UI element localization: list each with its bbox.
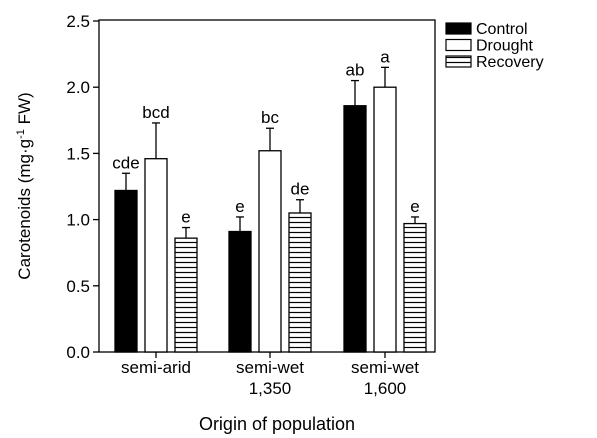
significance-label: e [410,197,419,216]
y-tick-label: 2.0 [66,78,90,97]
y-axis-title-tail: FW) [15,92,34,129]
legend-label: Recovery [476,54,544,71]
significance-label: bc [261,108,279,127]
y-axis-title-superscript: -1 [15,129,27,139]
significance-label: de [291,180,310,199]
legend-swatch-recovery [445,55,472,68]
significance-label: ab [346,61,365,80]
y-tick-label: 1.0 [66,211,90,230]
significance-label: bcd [142,103,169,122]
x-axis: semi-arid semi-wet 1,350 semi-wet 1,600 [121,352,419,398]
bar-recovery [174,237,198,353]
y-tick-label: 0.5 [66,277,90,296]
x-tick-label-line2: 1,350 [249,379,292,398]
significance-label: a [380,47,390,66]
legend-label: Drought [476,38,533,55]
bar-control [228,230,252,353]
bar-drought [373,86,397,353]
legend-label: Control [476,21,528,38]
y-axis: 0.0 0.5 1.0 1.5 2.0 2.5 [66,12,99,362]
y-axis-title: Carotenoids (mg·g-1 FW) [15,92,34,279]
y-tick-label: 1.5 [66,144,90,163]
legend-swatch-control [445,22,472,35]
bar-drought [144,158,168,353]
legend-swatch-drought [445,38,472,52]
significance-label: e [181,208,190,227]
bar-recovery [288,212,312,353]
bar-control [343,105,367,353]
significance-label: e [235,197,244,216]
bar-drought [258,150,282,353]
x-tick-label: semi-wet [236,358,304,377]
y-tick-label: 0.0 [66,343,90,362]
bar-recovery [403,222,427,353]
x-axis-title: Origin of population [199,414,355,434]
bar-control [114,189,138,353]
x-tick-label-line2: 1,600 [364,379,407,398]
y-tick-label: 2.5 [66,12,90,31]
x-tick-label: semi-arid [121,358,191,377]
y-axis-title-main: Carotenoids (mg·g [15,139,34,280]
significance-label: cde [112,153,139,172]
x-tick-label: semi-wet [351,358,419,377]
